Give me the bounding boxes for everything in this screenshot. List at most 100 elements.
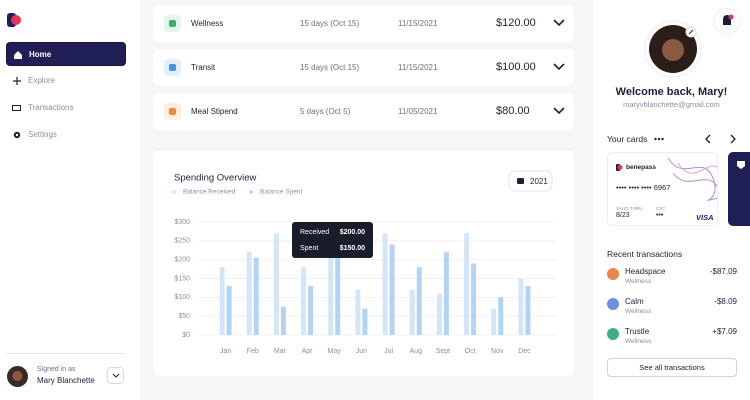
welcome-text: Welcome back, Mary! — [615, 86, 728, 98]
x-tick-label: Oct — [465, 348, 476, 355]
x-tick-label: Sept — [436, 348, 450, 355]
chart: Spending Overview 2021 Balance Received B… — [172, 170, 556, 355]
year-button[interactable] — [508, 170, 553, 192]
bar — [382, 233, 388, 335]
x-tick-label: Feb — [247, 348, 259, 355]
bar — [226, 286, 232, 335]
expand-chevron[interactable] — [553, 107, 565, 115]
bar — [280, 306, 286, 335]
transaction-amount: +$7.09 — [712, 327, 737, 336]
tooltip-value: $150.00 — [339, 245, 365, 252]
nav-label: Settings — [28, 130, 57, 139]
benefit-days: 15 days (Oct 15) — [300, 63, 360, 72]
avatar — [7, 366, 28, 387]
y-tick-label: $50 — [178, 313, 190, 320]
y-tick-label: $250 — [174, 238, 190, 245]
nav-label: Home — [29, 50, 52, 59]
benefit-icon-glyph — [169, 64, 176, 71]
x-tick-label: Aug — [410, 348, 423, 355]
benefit-amount: $120.00 — [496, 17, 536, 29]
x-tick-label: Apr — [302, 348, 314, 355]
transaction-amount: -$87.09 — [709, 267, 737, 276]
bar — [443, 252, 449, 335]
spending-card: Spending Overview 2021 Balance Received B… — [153, 151, 574, 376]
notifications-button[interactable] — [713, 7, 743, 37]
nav-label: Explore — [28, 76, 56, 85]
benefit-icon — [164, 59, 181, 76]
legend-label: Balance Received — [183, 189, 236, 196]
payment-card[interactable]: benepass •••• •••• •••• 6967 VALID THRU … — [607, 152, 718, 226]
profile-avatar — [644, 20, 702, 78]
nav-home[interactable]: Home — [6, 42, 126, 66]
x-tick-label: Dec — [518, 348, 531, 355]
merchant-category: Wellness — [625, 308, 652, 315]
tooltip-value: $200.00 — [339, 229, 365, 236]
x-tick-label: Nov — [491, 348, 504, 355]
right-panel: Welcome back, Mary! maryvblanchette@gmai… — [593, 0, 750, 400]
nav-explore[interactable]: Explore — [6, 69, 126, 93]
nav-label: Transactions — [28, 103, 74, 112]
benefit-date: 11/05/2021 — [398, 107, 438, 116]
benefit-amount: $80.00 — [496, 105, 530, 117]
nav-transactions[interactable]: Transactions — [6, 96, 126, 120]
expand-chevron[interactable] — [553, 63, 565, 71]
cards-title: Your cards — [607, 134, 648, 144]
benefit-date: 11/15/2021 — [398, 19, 438, 28]
bar — [219, 267, 225, 335]
payment-card-next[interactable] — [728, 152, 750, 226]
bar — [253, 257, 259, 335]
merchant-category: Wellness — [625, 278, 652, 285]
nav-settings[interactable]: Settings — [6, 123, 126, 147]
benefit-amount: $100.00 — [496, 61, 536, 73]
bar — [301, 267, 307, 335]
bar — [355, 289, 361, 335]
card-network: VISA — [696, 213, 714, 222]
signed-in-label: Signed in as — [37, 366, 76, 373]
y-tick-label: $150 — [174, 275, 190, 282]
bar — [464, 233, 470, 335]
tooltip-label: Received — [300, 229, 330, 236]
merchant-name: Headspace — [625, 267, 666, 276]
bar — [362, 308, 368, 335]
next-card[interactable] — [729, 134, 737, 144]
benefit-row[interactable]: Transit 15 days (Oct 15) 11/15/2021 $100.00 — [153, 49, 574, 86]
x-tick-label: Jun — [356, 348, 367, 355]
benefit-name: Wellness — [191, 19, 224, 28]
transaction-amount: -$8.09 — [714, 297, 737, 306]
year-label: 2021 — [530, 177, 548, 186]
bar — [273, 233, 279, 335]
x-tick-label: Jul — [384, 348, 393, 355]
sidebar: Home Explore Transactions Settings Signe… — [0, 0, 140, 400]
legend-marker — [249, 190, 253, 194]
bar — [328, 233, 334, 335]
bar — [518, 278, 524, 335]
benefit-row[interactable]: Meal Stipend 5 days (Oct 5) 11/05/2021 $80.… — [153, 93, 574, 130]
bar — [498, 297, 504, 335]
expand-chevron[interactable] — [553, 19, 565, 27]
chart-title: Spending Overview — [174, 173, 257, 184]
valid-value: 8/23 — [616, 212, 630, 219]
benefit-name: Transit — [191, 63, 216, 72]
bar — [246, 252, 252, 335]
tooltip: Received $200.00 Spent $150.00 — [292, 222, 373, 258]
bar — [436, 293, 442, 335]
y-tick-label: $0 — [182, 332, 190, 339]
account-dropdown[interactable] — [107, 367, 124, 384]
cvc-label: CVC — [656, 206, 666, 211]
valid-label: VALID THRU — [616, 206, 643, 211]
cards-menu[interactable] — [654, 137, 664, 141]
tooltip-label: Spent — [300, 245, 319, 252]
calendar-icon — [517, 178, 524, 184]
prev-card[interactable] — [704, 134, 712, 144]
logo — [7, 13, 21, 27]
benefit-row[interactable]: Wellness 15 days (Oct 15) 11/15/2021 $120.0… — [153, 5, 574, 42]
y-tick-label: $300 — [174, 219, 190, 226]
card-brand: benepass — [626, 164, 656, 171]
x-tick-label: May — [328, 348, 342, 355]
benefit-days: 15 days (Oct 15) — [300, 19, 360, 28]
bar — [409, 289, 415, 335]
see-all-button[interactable]: See all transactions — [607, 358, 737, 377]
divider — [6, 353, 126, 354]
benefit-name: Meal Stipend — [191, 107, 238, 116]
